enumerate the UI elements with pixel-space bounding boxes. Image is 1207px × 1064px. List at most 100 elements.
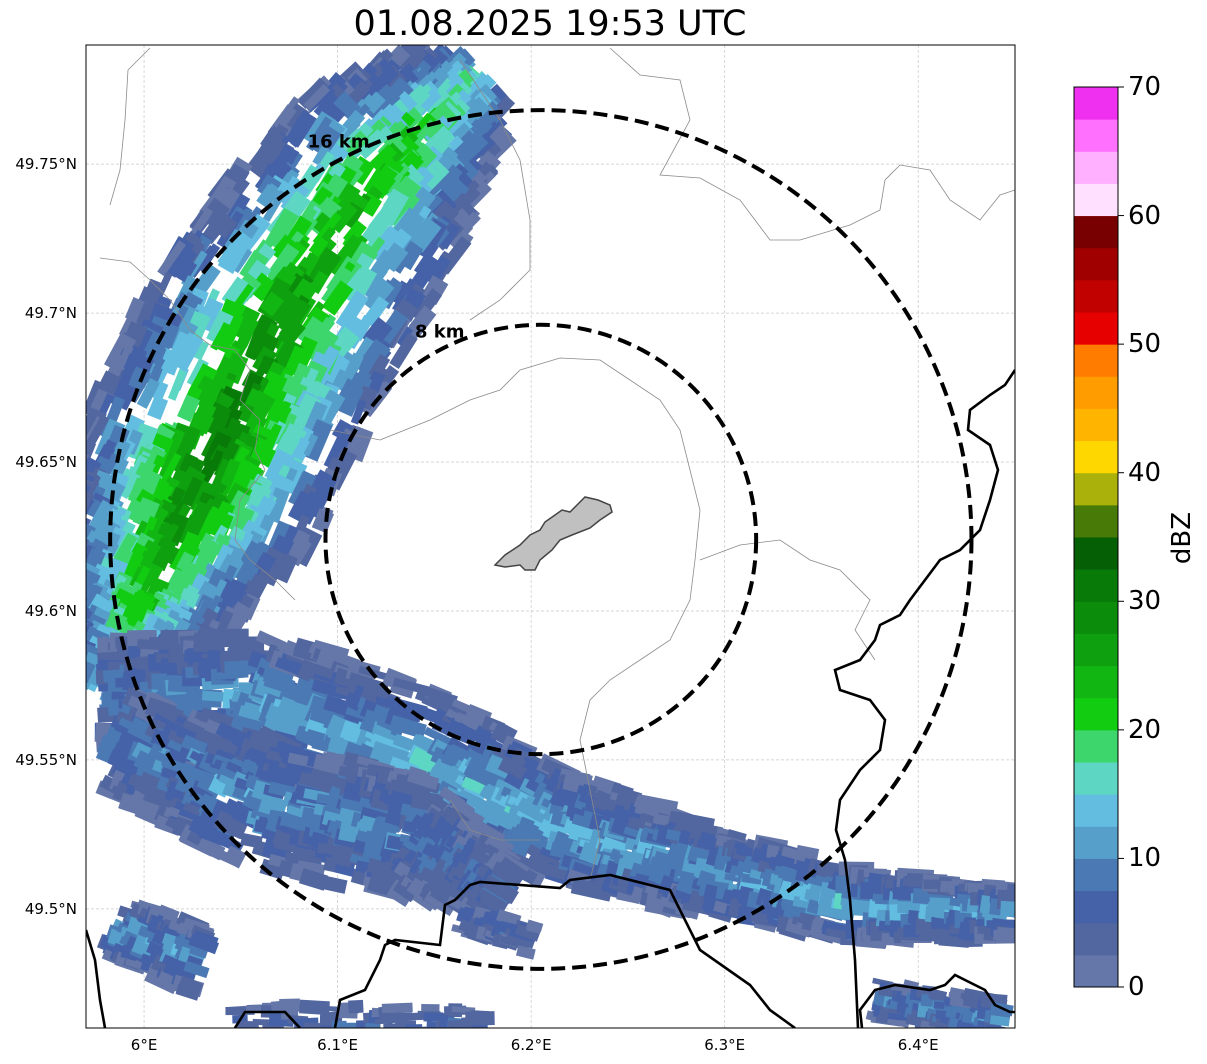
echo-cell	[496, 856, 528, 885]
echo-cell	[311, 679, 351, 701]
echo-cell	[426, 1036, 452, 1045]
echo-cell	[992, 929, 1015, 943]
echo-cell	[183, 960, 210, 979]
lat-tick-label: 49.75°N	[15, 155, 77, 174]
echo-cell	[265, 207, 300, 250]
colorbar-label: dBZ	[1167, 511, 1197, 565]
echo-cell	[51, 548, 70, 569]
echo-cell	[491, 864, 519, 889]
colorbar-tick-label: 70	[1128, 72, 1162, 102]
echo-cell	[86, 620, 87, 653]
colorbar-segment	[1074, 697, 1118, 731]
colorbar-tick-label: 0	[1128, 972, 1145, 1002]
echo-cell	[362, 278, 395, 313]
echo-cell	[164, 245, 194, 277]
echo-cell	[989, 1015, 1010, 1027]
colorbar-segment	[1074, 794, 1118, 827]
echo-cell	[423, 890, 456, 917]
range-ring	[108, 108, 974, 971]
echo-cell	[86, 580, 96, 621]
lon-tick-label: 6.3°E	[704, 1036, 746, 1054]
echo-cell	[195, 505, 223, 544]
lat-tick-label: 49.65°N	[15, 453, 77, 472]
boundaries	[86, 47, 1015, 1028]
commune-boundaries	[99, 47, 1015, 881]
echo-cell	[460, 805, 485, 826]
echo-cell	[450, 1031, 477, 1043]
echo-cell	[58, 628, 85, 666]
echo-cell	[270, 234, 297, 262]
echo-cell	[176, 551, 195, 573]
echo-cell	[303, 83, 331, 111]
echo-cell	[960, 1029, 985, 1041]
echo-cell	[225, 761, 254, 780]
echo-cell	[446, 220, 474, 249]
echo-cell	[71, 654, 85, 674]
echo-cell	[86, 468, 89, 506]
echo-cell	[67, 658, 82, 677]
echo-cell	[223, 845, 247, 869]
echo-cell	[52, 625, 84, 666]
echo-cell	[438, 222, 461, 250]
echo-cell	[313, 91, 339, 118]
echo-cell	[570, 878, 613, 902]
echo-cell	[267, 289, 303, 327]
echo-cell	[67, 521, 83, 541]
echo-cell	[123, 498, 148, 524]
echo-cell	[355, 338, 391, 378]
echo-cell	[53, 619, 77, 654]
echo-cell	[147, 395, 169, 420]
echo-cell	[45, 633, 71, 669]
colorbar-segment	[1074, 279, 1118, 313]
echo-cell	[308, 872, 348, 894]
echo-cell	[1000, 900, 1015, 918]
colorbar-segment	[1074, 922, 1118, 956]
echo-cell	[435, 1038, 460, 1050]
radar-echoes	[45, 45, 1015, 1050]
echo-cell	[54, 621, 80, 653]
echo-cell	[252, 1030, 278, 1041]
echo-cell	[811, 927, 846, 945]
echo-cell	[86, 414, 110, 449]
echo-cell	[290, 128, 308, 148]
echo-cell	[175, 983, 201, 1001]
echo-cell	[86, 471, 95, 507]
echo-cell	[309, 123, 342, 158]
echo-cell	[369, 144, 398, 172]
colorbar-segment	[1074, 504, 1118, 538]
echo-cell	[192, 930, 219, 949]
map-title: 01.08.2025 19:53 UTC	[353, 4, 747, 44]
echo-cell	[321, 268, 349, 304]
echo-cell	[245, 140, 282, 179]
colorbar-segment	[1074, 312, 1118, 345]
echo-cell	[390, 280, 418, 309]
echo-cell	[408, 702, 440, 724]
echo-cell	[389, 192, 420, 229]
echo-cell	[465, 1011, 495, 1026]
echo-cell	[726, 829, 747, 842]
colorbar-segment	[1074, 601, 1118, 634]
echo-cell	[236, 317, 259, 348]
colorbar	[1073, 86, 1124, 988]
echo-cell	[627, 816, 663, 835]
echo-cell	[217, 239, 248, 275]
colorbar-segment	[1074, 858, 1118, 892]
echo-cell	[361, 213, 391, 246]
echo-cell	[86, 532, 90, 571]
lon-tick-label: 6.2°E	[510, 1036, 552, 1054]
echo-cell	[48, 626, 79, 668]
echo-cell	[157, 240, 187, 277]
echo-cell	[62, 643, 81, 668]
echo-cell	[86, 455, 102, 486]
echo-cell	[269, 1028, 293, 1035]
echo-cell	[284, 109, 317, 148]
echo-cell	[51, 537, 84, 577]
echo-cell	[206, 309, 234, 345]
echo-cell	[356, 1030, 372, 1038]
colorbar-segment	[1074, 537, 1118, 570]
echo-cell	[218, 821, 245, 840]
colorbar-segment	[1074, 344, 1118, 377]
echo-cell	[254, 356, 272, 379]
echo-cell	[406, 769, 440, 791]
echo-cell	[389, 332, 418, 370]
